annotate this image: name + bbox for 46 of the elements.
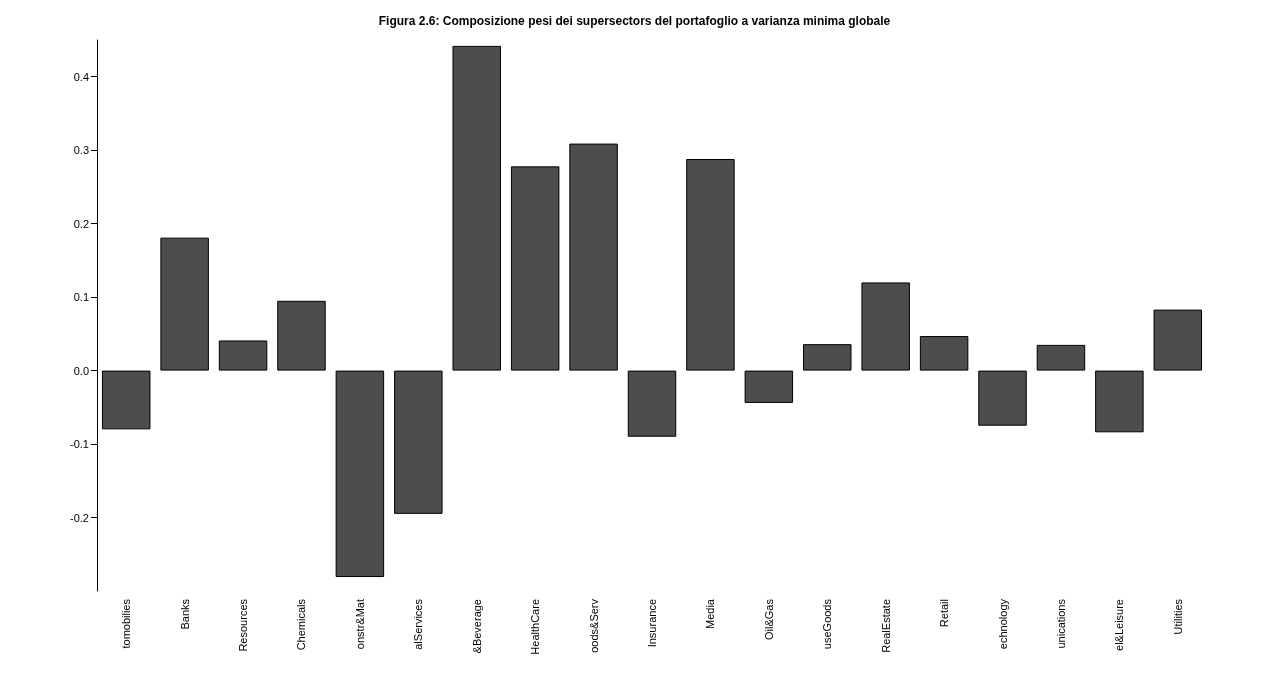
x-tick-label: unications xyxy=(1054,598,1067,649)
x-tick-label: useGoods xyxy=(821,598,834,650)
x-tick-label: RealEstate xyxy=(879,599,892,653)
chart-title: Figura 2.6: Composizione pesi dei supersectors del portafoglio a varianza minima globale xyxy=(378,14,891,28)
bar xyxy=(394,370,443,514)
x-tick-label: oods&Serv xyxy=(587,598,600,653)
y-tick-label: 0.1 xyxy=(73,291,89,304)
x-tick-label: el&Leisure xyxy=(1113,599,1126,651)
bar xyxy=(277,300,326,371)
x-tick-label: HealthCare xyxy=(529,599,542,655)
bar xyxy=(569,143,618,371)
y-tick-label: -0.2 xyxy=(70,511,89,524)
bar xyxy=(1095,370,1144,433)
bar xyxy=(452,45,501,371)
bar xyxy=(510,166,560,371)
y-tick-label: 0.0 xyxy=(73,364,89,377)
x-tick-label: alServices xyxy=(412,598,425,650)
y-tick-label: 0.3 xyxy=(73,144,89,157)
x-tick-label: Resources xyxy=(237,598,250,652)
y-tick-label: 0.4 xyxy=(73,70,89,83)
y-tick-label: -0.1 xyxy=(70,438,89,451)
bar xyxy=(686,159,735,371)
x-tick-label: Insurance xyxy=(646,599,658,648)
x-tick-label: Banks xyxy=(178,598,191,630)
bar xyxy=(978,370,1027,426)
x-tick-label: Utilities xyxy=(1171,598,1184,635)
bar xyxy=(101,370,151,430)
bar xyxy=(919,336,969,371)
bar xyxy=(803,344,852,371)
x-tick-label: Media xyxy=(704,598,717,629)
bar xyxy=(160,237,209,371)
x-tick-label: Retail xyxy=(938,599,951,628)
bar xyxy=(744,370,794,403)
x-tick-label: Oil&Gas xyxy=(762,598,775,640)
x-tick-label: &Beverage xyxy=(470,599,483,654)
bar xyxy=(218,340,268,371)
x-tick-label: echnology xyxy=(996,598,1009,650)
bar xyxy=(1153,309,1203,371)
bar xyxy=(335,370,385,578)
x-tick-label: tomobilies xyxy=(120,598,133,649)
bar xyxy=(861,282,910,371)
bar xyxy=(1036,344,1086,371)
bar xyxy=(627,370,677,437)
x-tick-label: Chemicals xyxy=(295,598,308,651)
y-tick-label: 0.2 xyxy=(73,217,89,230)
x-tick-label: onstr&Mat xyxy=(353,599,366,650)
